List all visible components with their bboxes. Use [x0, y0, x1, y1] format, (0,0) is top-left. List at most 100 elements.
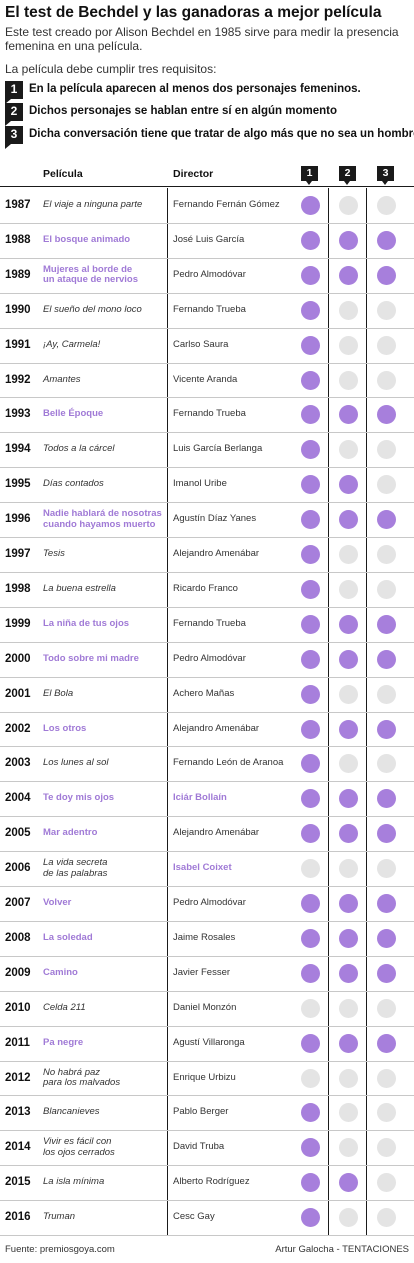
test-2-marker: [339, 963, 358, 983]
row-director: Carlso Saura: [173, 338, 229, 350]
row-film: Truman: [43, 1212, 167, 1223]
column-header-test-3: 3: [377, 166, 394, 185]
table-row: 2005 Mar adentro Alejandro Amenábar: [0, 816, 414, 851]
test-3-marker: [377, 998, 396, 1018]
row-director: Vicente Aranda: [173, 373, 238, 385]
table-row: 1990 El sueño del mono loco Fernando Trueb…: [0, 293, 414, 328]
row-year: 2004: [5, 792, 31, 805]
row-divider: [0, 851, 414, 853]
column-header-test-1: 1: [301, 166, 318, 185]
test-1-marker: [301, 265, 320, 285]
test-1-marker: [301, 719, 320, 739]
test-2-marker: [339, 1103, 358, 1123]
test-3-marker: [377, 545, 396, 564]
test-1-marker: [301, 579, 320, 599]
test-1-marker: [301, 475, 320, 495]
row-divider: [0, 467, 414, 469]
row-divider: [0, 781, 414, 783]
row-year: 2008: [5, 931, 31, 944]
table-row: 2012 No habrá paz para los malvados Enrique…: [0, 1061, 414, 1096]
row-film: El sueño del mono loco: [43, 303, 167, 316]
row-year: 1987: [5, 199, 31, 211]
row-director: Alberto Rodríguez: [173, 1176, 250, 1188]
row-divider: [0, 886, 414, 887]
test-2-marker: [339, 684, 358, 704]
test-1-marker: [301, 440, 320, 460]
row-year: 1997: [5, 548, 31, 560]
row-director: José Luis García: [173, 233, 245, 245]
film-title-line: La niña de tus ojos: [43, 617, 130, 629]
test-2-marker: [339, 614, 358, 634]
requirement-text: Dicha conversación tiene que tratar de a…: [29, 128, 414, 140]
test-2-marker: [339, 440, 358, 460]
row-year: 1995: [5, 478, 31, 491]
film-title-line: Camino: [43, 966, 78, 978]
row-director: Enrique Urbizu: [173, 1071, 236, 1083]
film-title-line: los ojos cerrados: [43, 1146, 115, 1158]
test-3-marker: [377, 754, 396, 774]
test-2-marker: [339, 230, 358, 250]
test-3-marker: [377, 789, 396, 809]
table-row: 2002 Los otros Alejandro Amenábar: [0, 712, 414, 747]
test-3-marker: [377, 719, 396, 739]
test-3-marker: [377, 510, 396, 530]
page-title: El test de Bechdel y las ganadoras a mej…: [5, 4, 382, 21]
test-1-marker: [301, 405, 320, 425]
test-1-marker: [301, 649, 320, 669]
test-1-marker: [301, 1068, 320, 1088]
test-3-marker: [377, 440, 396, 460]
test-2-marker: [339, 894, 358, 913]
test-2-marker: [339, 649, 358, 669]
row-year: 1988: [5, 233, 31, 246]
test-1-marker: [301, 928, 320, 948]
row-year: 2009: [5, 966, 31, 979]
test-3-marker: [377, 405, 396, 425]
row-divider: [0, 1095, 414, 1097]
test-2-marker: [339, 1138, 358, 1158]
film-title-line: Mujeres al borde de: [43, 263, 133, 275]
test-3-marker: [377, 894, 396, 913]
row-film: Amantes: [43, 374, 167, 386]
test-3-marker: [377, 614, 396, 634]
table-row: 1987 El viaje a ninguna parte Fernando Fer…: [0, 188, 414, 223]
row-director: Alejandro Amenábar: [173, 827, 260, 839]
row-director: Cesc Gay: [173, 1211, 215, 1223]
row-divider: [0, 397, 414, 399]
row-film: Blancanieves: [43, 1107, 167, 1118]
test-2-marker: [339, 789, 358, 809]
table-row: 1991 ¡Ay, Carmela! Carlso Saura: [0, 328, 414, 363]
requirement-text: Dichos personajes se hablan entre sí en …: [29, 105, 338, 117]
row-divider: [0, 920, 414, 922]
film-title-line: La isla mínima: [43, 1176, 105, 1188]
row-divider: [0, 641, 414, 643]
test-2-marker: [339, 719, 358, 739]
row-film: El bosque animado: [43, 234, 167, 246]
test-3-marker: [377, 475, 396, 495]
row-film: Camino: [43, 966, 167, 979]
row-film: La isla mínima: [43, 1177, 167, 1188]
row-film: La soledad: [43, 932, 167, 944]
row-director: Agustí Villaronga: [173, 1036, 245, 1048]
film-title-line: Belle Époque: [43, 408, 104, 420]
row-divider: [0, 502, 414, 504]
column-header-film: Película: [43, 168, 83, 180]
test-1-marker: [301, 824, 320, 844]
row-film: Celda 211: [43, 1002, 167, 1014]
test-1-marker: [301, 300, 320, 320]
test-3-marker: [377, 265, 396, 285]
row-divider: [0, 711, 414, 713]
table-row: 1992 Amantes Vicente Aranda: [0, 363, 414, 398]
row-year: 1993: [5, 408, 31, 421]
row-divider: [0, 990, 414, 992]
test-3-marker: [377, 370, 396, 390]
test-3-marker: [377, 300, 396, 320]
row-director: Alejandro Amenábar: [173, 722, 260, 734]
row-film: La vida secreta de las palabras: [43, 858, 167, 879]
row-director: Pedro Almodóvar: [173, 268, 246, 280]
test-1-marker: [301, 230, 320, 250]
film-title-line: Vivir es fácil con: [43, 1136, 112, 1148]
source-note: Fuente: premiosgoya.com: [5, 1244, 115, 1255]
row-film: Vivir es fácil con los ojos cerrados: [43, 1137, 167, 1158]
film-title-line: Todos a la cárcel: [43, 443, 115, 455]
film-title-line: El sueño del mono loco: [43, 303, 142, 315]
